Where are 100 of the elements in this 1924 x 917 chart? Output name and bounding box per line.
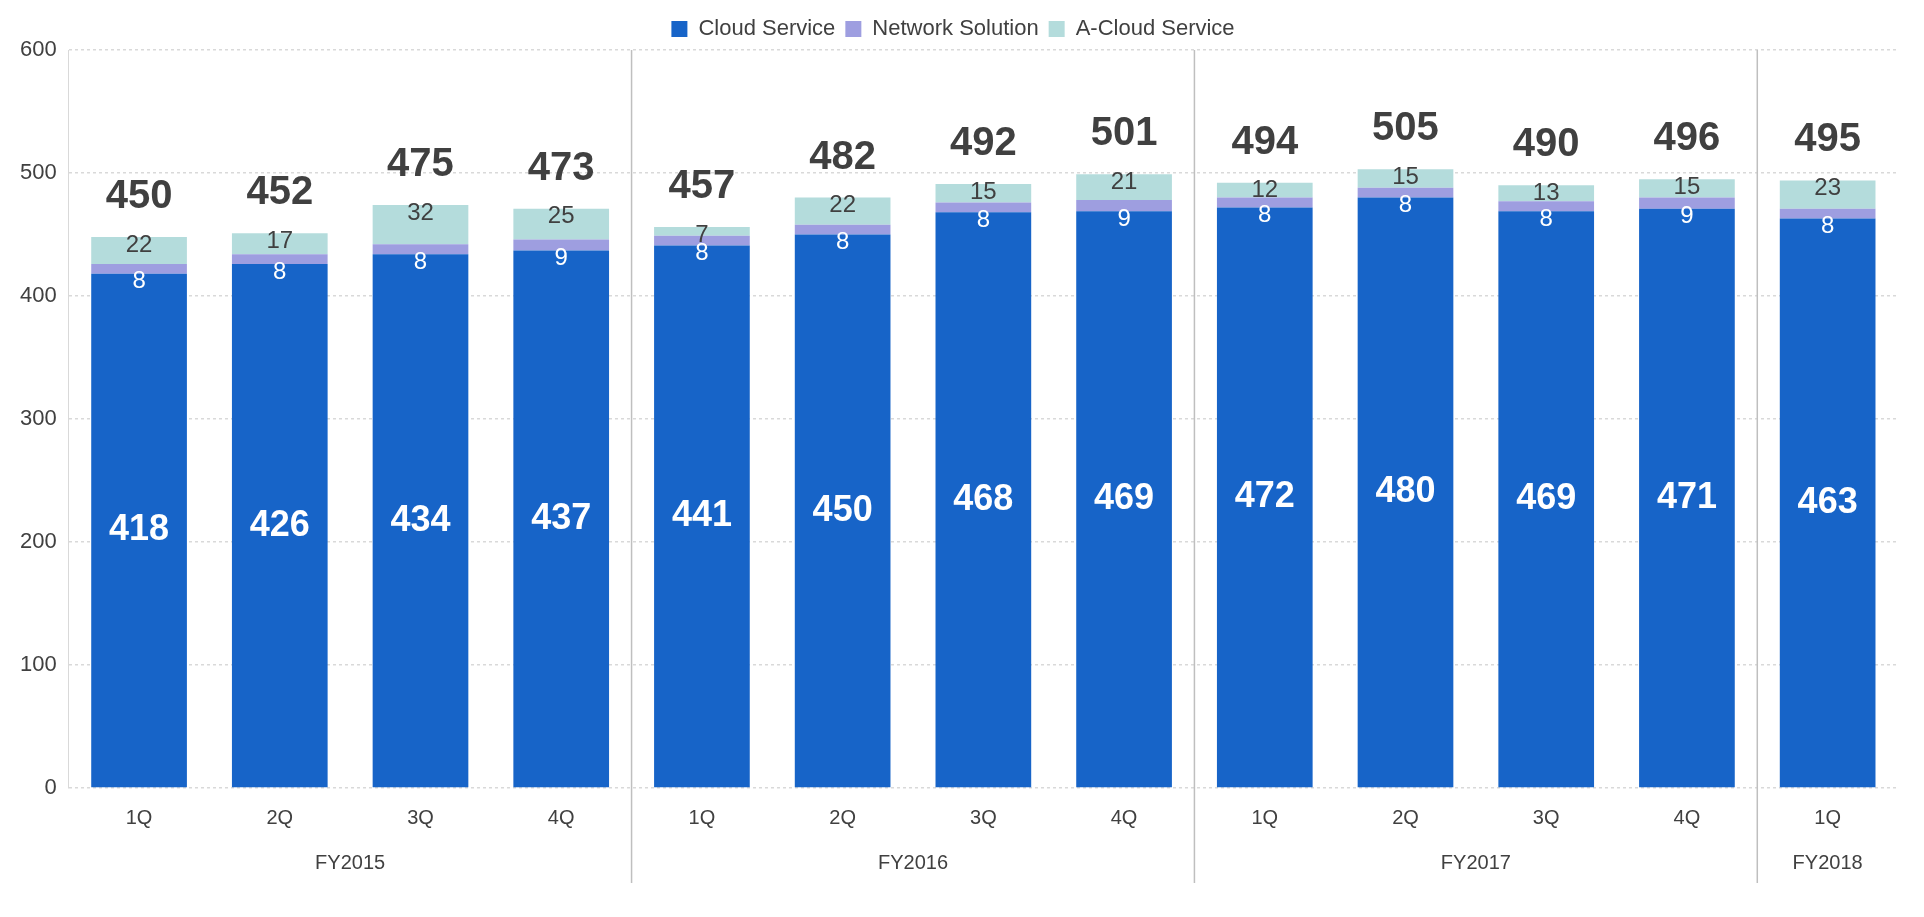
bar [372,254,469,788]
total-label: 495 [1794,115,1862,160]
y-tick-label: 300 [19,405,57,431]
y-tick-label: 400 [19,282,57,308]
data-label: 12 [1251,175,1279,203]
data-label: 8 [1258,200,1272,228]
x-tick-label: 3Q [1532,805,1560,828]
x-tick-label: 2Q [266,805,294,828]
data-label: 437 [531,495,592,537]
x-tick-label: 4Q [1673,805,1701,828]
data-label: 480 [1375,469,1436,511]
total-label: 494 [1231,117,1299,162]
data-label: 8 [1398,190,1413,218]
y-tick-label: 200 [19,528,57,554]
y-tick-label: 600 [19,36,57,62]
text: FY2017 [1440,850,1511,873]
bar [1357,169,1454,188]
text: FY2018 [1792,850,1863,873]
total-label: 450 [105,171,173,216]
data-label: 15 [1673,171,1701,199]
bar [1357,197,1454,788]
data-label: 441 [671,493,732,535]
bar [231,233,328,255]
bar [1498,211,1595,788]
bar [935,212,1032,788]
x-tick-label: 2Q [829,805,856,828]
legend-label: Network Solution [872,15,1039,41]
bar [1498,185,1595,202]
total-label: 457 [668,162,736,207]
y-tick-label: 500 [19,159,57,185]
data-label: 469 [1516,476,1577,518]
data-label: 8 [1539,203,1553,231]
total-label: 496 [1653,114,1721,159]
bar [794,234,891,788]
total-label: 452 [246,168,314,213]
x-tick-label: 3Q [407,805,434,828]
total-label: 501 [1090,109,1158,154]
data-label: 9 [1680,201,1694,229]
bar [935,184,1032,203]
total-label: 492 [949,119,1017,164]
x-tick-label: 1Q [688,805,716,828]
x-tick-label: 2Q [1392,805,1419,828]
bar [654,245,750,788]
data-label: 472 [1234,474,1295,516]
data-label: 21 [1110,166,1138,194]
data-label: 9 [1117,203,1131,231]
bar [1076,174,1172,201]
data-label: 8 [1820,211,1835,239]
data-label: 32 [407,197,434,225]
data-label: 25 [547,201,575,229]
data-label: 23 [1814,173,1841,201]
legend-label: A-Cloud Service [1075,15,1235,41]
data-label: 17 [266,225,294,253]
data-label: 8 [273,256,287,284]
data-label: 468 [953,476,1014,518]
y-tick-label: 0 [44,774,57,800]
x-tick-label: 1Q [1814,805,1841,828]
bar [794,197,891,225]
bar [513,208,610,240]
bar [1076,211,1172,788]
bar [1639,208,1735,788]
data-label: 9 [554,243,568,271]
bar [1216,182,1313,198]
x-tick-label: 4Q [1110,805,1138,828]
text: FY2015 [315,850,386,873]
total-label: 505 [1372,104,1439,149]
text: FY2016 [877,850,949,873]
bar [1216,207,1313,788]
data-label: 418 [109,507,170,549]
bar [1779,180,1876,209]
data-label: 471 [1656,474,1717,516]
y-tick-label: 100 [19,651,57,677]
data-label: 8 [976,204,991,232]
data-label: 434 [390,497,451,539]
bar [231,264,328,788]
data-label: 22 [125,229,153,257]
bar [1779,218,1876,788]
bar [91,236,187,265]
data-label: 8 [413,246,428,274]
data-label: 15 [1392,161,1419,189]
data-label: 22 [829,190,856,218]
data-label: 463 [1797,479,1858,521]
bar [372,204,469,245]
bar [1639,179,1735,198]
bar [91,273,187,788]
total-label: 473 [527,143,595,188]
total-label: 482 [809,132,877,177]
x-tick-label: 1Q [1251,805,1279,828]
total-label: 490 [1512,120,1580,165]
x-tick-label: 4Q [547,805,575,828]
data-label: 8 [835,227,850,255]
x-tick-label: 1Q [125,805,153,828]
data-label: 469 [1094,476,1155,518]
data-label: 15 [970,176,997,204]
data-label: 13 [1532,177,1560,205]
data-label: 426 [249,502,310,544]
bar [513,250,610,788]
total-label: 475 [387,140,454,185]
data-label: 450 [812,487,873,529]
x-tick-label: 3Q [970,805,997,828]
